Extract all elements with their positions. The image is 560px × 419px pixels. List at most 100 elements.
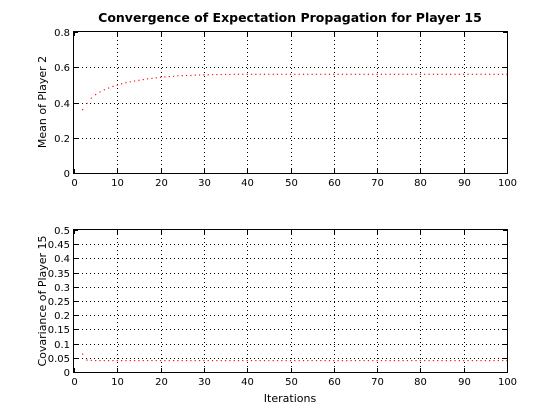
mean-data-point <box>445 73 448 75</box>
mean-data-point <box>350 73 352 75</box>
covariance-data-point <box>432 359 435 362</box>
covariance-data-point <box>411 359 413 362</box>
x-tick-label: 90 <box>458 178 471 189</box>
covariance-data-point <box>359 359 361 362</box>
covariance-data-point <box>302 359 305 362</box>
covariance-data-point <box>497 359 499 362</box>
mean-data-point <box>276 73 279 75</box>
x-tick-label: 60 <box>328 178 341 189</box>
x-tick-label: 20 <box>155 178 168 189</box>
mean-data-point <box>315 73 318 75</box>
mean-data-point <box>233 73 235 75</box>
mean-data-point <box>337 73 339 75</box>
covariance-data-point <box>350 359 352 362</box>
covariance-data-point <box>406 359 409 362</box>
covariance-data-point <box>445 359 448 362</box>
covariance-data-point <box>380 359 383 362</box>
covariance-data-point <box>116 359 118 362</box>
mean-data-point <box>259 73 261 75</box>
mean-data-point <box>185 74 188 77</box>
mean-data-point <box>402 73 404 75</box>
series-covariance <box>82 353 508 362</box>
mean-data-point <box>224 73 227 76</box>
mean-data-point <box>502 73 504 75</box>
covariance-data-point <box>99 359 101 362</box>
covariance-data-point <box>220 359 222 362</box>
mean-data-point <box>467 73 469 75</box>
mean-data-point <box>125 82 127 84</box>
y-tick-label: 0.6 <box>54 63 70 74</box>
covariance-data-point <box>458 359 461 362</box>
y-tick-label: 0.1 <box>54 340 70 351</box>
covariance-data-point <box>146 359 149 362</box>
series-mean <box>82 73 508 111</box>
covariance-data-point <box>95 359 97 362</box>
mean-data-point <box>177 75 179 77</box>
covariance-data-point <box>307 359 309 362</box>
axes-box-mean <box>73 31 508 174</box>
mean-data-point <box>450 73 452 75</box>
covariance-data-point <box>402 359 404 362</box>
mean-data-point <box>428 73 430 75</box>
covariance-data-point <box>259 359 261 362</box>
y-axis-label-covariance: Covariance of Player 15 <box>36 235 49 366</box>
covariance-data-point <box>341 359 344 362</box>
axes-box-covariance <box>73 229 508 373</box>
covariance-data-point <box>493 359 495 362</box>
x-tick-label: 30 <box>198 377 211 388</box>
mean-data-point <box>424 73 426 75</box>
mean-data-point <box>484 73 486 75</box>
covariance-data-point <box>333 359 335 362</box>
mean-data-point <box>437 73 439 75</box>
covariance-data-point <box>211 359 214 362</box>
mean-data-point <box>116 84 118 86</box>
x-tick-label: 100 <box>498 377 517 388</box>
covariance-data-point <box>229 359 231 362</box>
covariance-data-point <box>107 359 110 362</box>
mean-data-point <box>155 77 157 79</box>
mean-data-point <box>346 73 348 75</box>
x-tick-label: 80 <box>414 377 427 388</box>
mean-data-point <box>471 73 474 75</box>
mean-data-point <box>359 73 361 75</box>
y-tick-label: 0.8 <box>54 28 70 39</box>
mean-data-point <box>298 73 300 75</box>
mean-data-point <box>246 73 248 75</box>
x-tick-label: 70 <box>371 178 384 189</box>
mean-data-point <box>90 97 92 99</box>
x-tick-label: 60 <box>328 377 341 388</box>
covariance-data-point <box>281 359 283 362</box>
covariance-data-point <box>82 353 84 355</box>
covariance-subplot: Covariance of Player 15 Iterations 0 10 20… <box>36 226 517 405</box>
y-tick-label: 0 <box>64 169 70 180</box>
covariance-data-point <box>129 359 131 362</box>
covariance-data-point <box>155 359 157 362</box>
mean-data-point <box>194 74 196 76</box>
x-tick-label: 50 <box>285 178 298 189</box>
x-tick-label: 100 <box>498 178 517 189</box>
mean-data-point <box>497 73 499 75</box>
mean-data-point <box>385 73 387 75</box>
mean-data-point <box>307 73 309 75</box>
mean-data-point <box>216 74 218 76</box>
covariance-data-point <box>268 359 270 362</box>
mean-data-point <box>480 73 482 75</box>
covariance-data-point <box>125 359 127 362</box>
covariance-data-point <box>233 359 235 362</box>
mean-data-point <box>289 73 292 75</box>
grid-mean <box>74 32 507 173</box>
mean-data-point <box>389 73 391 75</box>
covariance-data-point <box>467 359 469 362</box>
mean-data-point <box>198 74 201 76</box>
mean-data-point <box>285 73 287 75</box>
mean-data-point <box>95 93 97 96</box>
y-tick-label: 0.2 <box>54 311 70 322</box>
mean-data-point <box>181 75 183 77</box>
mean-subplot: Convergence of Expectation Propagation f… <box>36 10 517 189</box>
mean-data-point <box>354 73 357 75</box>
covariance-data-point <box>198 359 201 362</box>
mean-data-point <box>250 73 253 75</box>
x-tick-label: 10 <box>111 178 124 189</box>
covariance-data-point <box>177 359 179 362</box>
mean-data-point <box>242 73 244 75</box>
